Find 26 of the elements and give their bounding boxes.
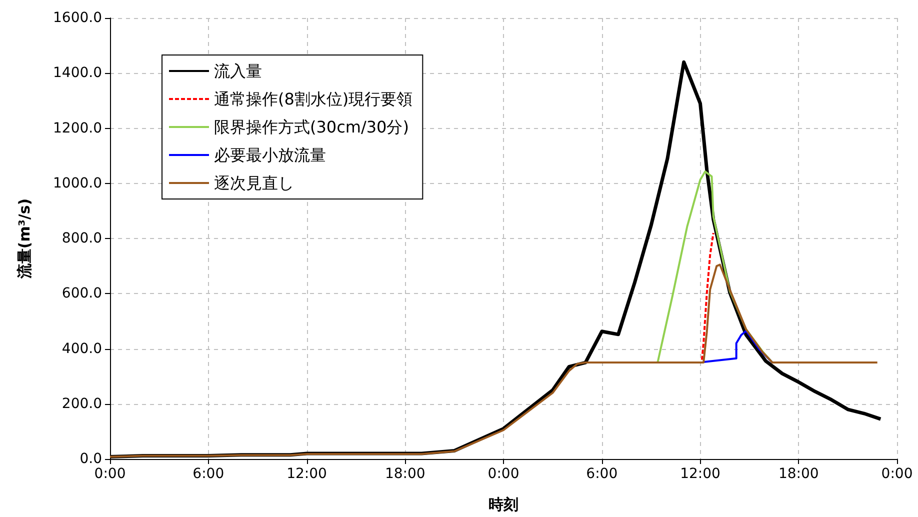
line-series: [700, 232, 714, 361]
legend-label: 必要最小放流量: [214, 146, 326, 164]
legend-label: 流入量: [214, 62, 262, 80]
x-tick-label: 6:00: [586, 466, 618, 482]
y-tick-label: 1000.0: [53, 175, 102, 192]
y-tick-label: 600.0: [62, 286, 102, 302]
y-tick-label: 1600.0: [53, 10, 102, 26]
y-tick-label: 0.0: [80, 451, 102, 467]
x-tick-label: 0:00: [881, 466, 913, 482]
x-tick-label: 0:00: [488, 466, 520, 482]
x-tick-label: 6:00: [192, 466, 224, 482]
legend-label: 限界操作方式(30cm/30分): [214, 118, 409, 136]
legend-label: 通常操作(8割水位)現行要領: [214, 90, 413, 108]
x-tick-label: 0:00: [94, 466, 126, 482]
x-tick-label: 18:00: [778, 466, 819, 482]
x-axis-title: 時刻: [488, 496, 518, 514]
x-tick-label: 12:00: [680, 466, 720, 482]
x-tick-label: 18:00: [384, 466, 426, 482]
x-tick-label: 12:00: [286, 466, 327, 482]
y-axis-title: 流量(m³/s): [16, 198, 34, 280]
y-tick-label: 1400.0: [53, 65, 102, 82]
y-tick-label: 400.0: [62, 340, 102, 357]
legend-label: 逐次見直し: [214, 174, 294, 192]
y-tick-label: 1200.0: [53, 120, 102, 136]
y-tick-label: 200.0: [62, 396, 102, 412]
y-tick-label: 800.0: [62, 230, 102, 246]
